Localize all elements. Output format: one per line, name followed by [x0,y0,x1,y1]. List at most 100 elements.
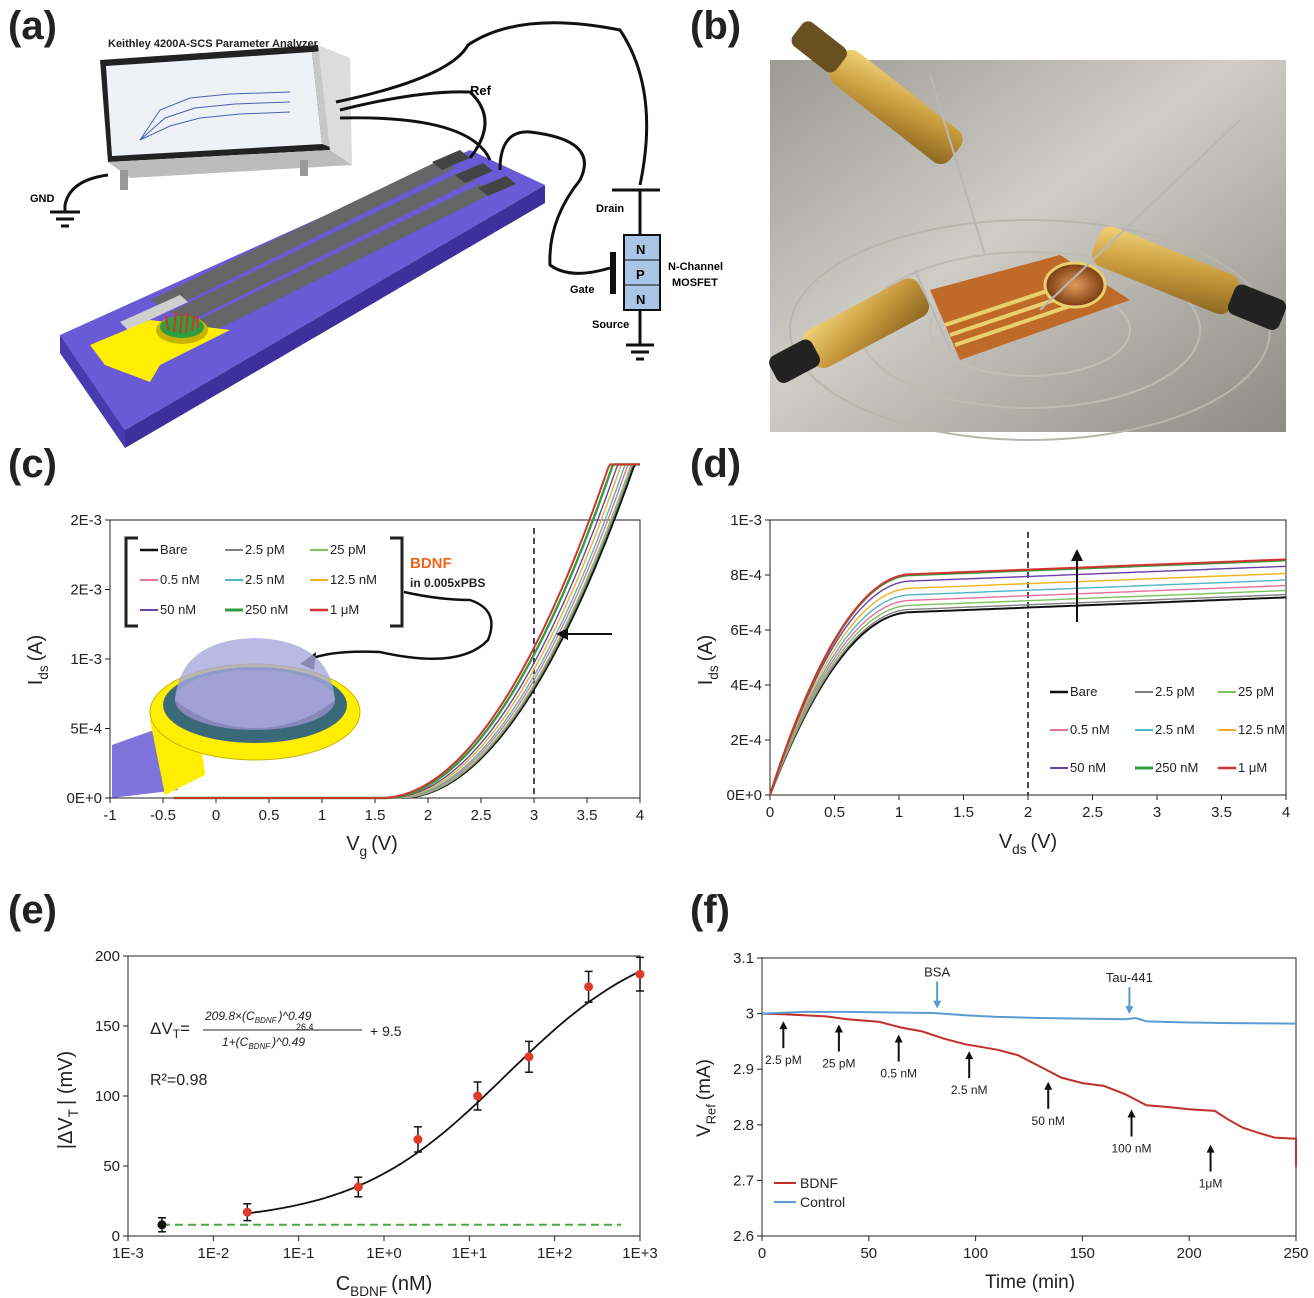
panel-f-label: (f) [690,888,730,932]
chart-e-data-point [413,1134,423,1144]
chart-e-eq-lhs-sub: T [173,1027,181,1041]
chart-d-series-line [769,584,1287,796]
chart-f-annot-arrow-head [834,1024,843,1033]
chart-c-legend-label: Bare [160,542,187,557]
chart-f-ylabel-base: V [694,1124,715,1137]
chart-c-legend-bracket-right [390,536,404,628]
chart-d-legend-label: 2.5 pM [1155,684,1195,699]
chart-c-legend-label: 12.5 nM [330,572,377,587]
chart-f-annot-label: BSA [924,965,950,980]
chart-e-xtick-label: 1E-2 [197,1245,229,1262]
chart-d-series-line [769,589,1287,796]
chart-c-ylabel-sub: ds [36,665,51,680]
chart-c-ytick-label: 1E-3 [70,651,102,668]
chart-f-annot-label: 25 pM [822,1056,855,1070]
chart-f-xtick-label: 50 [860,1245,877,1262]
chart-e-xlabel: CBDNF (nM) [336,1273,433,1298]
panel-d-label: (d) [690,442,742,486]
chart-c-xtick-label: 1.5 [365,807,386,824]
chart-f-series-line [761,1012,1297,1167]
chart-f-annot-label: 2.5 pM [765,1053,802,1067]
chart-d-xlabel-unit: (V) [1031,831,1058,853]
chart-e-eq-den-sub: BDNF [248,1042,271,1051]
chart-c-curved-arrow [307,590,493,662]
svg-text:209.8×(CBDNF)^0.49: 209.8×(CBDNF)^0.49 [204,1009,312,1025]
chart-d-ytick-label: 8E-4 [730,567,762,584]
chart-f-ytick-label: 2.6 [733,1228,754,1245]
chart-f-xtick-label: 250 [1283,1245,1308,1262]
svg-text:Vds(V): Vds (V) [999,831,1057,857]
chart-c-ytick-label: 0E+0 [67,790,102,807]
chart-c-xlabel-sub: g [360,844,368,859]
chart-c-series-line [173,463,640,799]
chart-c-legend-bracket-left [124,536,138,628]
svg-text:CBDNF(nM): CBDNF (nM) [336,1273,433,1298]
chart-c-legend-label: 2.5 pM [245,542,285,557]
chart-f-ytick-label: 2.7 [733,1172,754,1189]
chart-e-eq-tail: + 9.5 [370,1023,402,1039]
chart-f-ytick-label: 2.9 [733,1061,754,1078]
chart-e-data-point [524,1052,534,1062]
chart-d-series-line [769,572,1287,796]
chart-c-ytick-label: 2E-3 [70,512,102,529]
chart-d-ytick-label: 1E-3 [730,512,762,529]
chart-c-bdnf-label: BDNF [410,555,452,572]
chart-d-xtick-label: 0 [766,804,774,821]
chart-d-legend-label: 1 μM [1238,760,1267,775]
chart-e-ylabel-base: |ΔV [55,1117,77,1150]
chart-d-series-line [769,596,1287,796]
chart-d-xtick-label: 2 [1024,804,1032,821]
chart-f-annot-arrow-head [779,1021,788,1030]
chart-c-xtick-label: 2.5 [471,807,492,824]
chart-e-eq-den: 1+(C [222,1035,249,1049]
chart-e-data-point [157,1220,167,1230]
chart-e-xlabel-base: C [336,1273,350,1295]
chart-e-equation: ΔVT=209.8×(CBDNF)^0.4926.41+(CBDNF)^0.49… [150,1009,402,1051]
chart-c-legend-label: 1 μM [330,602,359,617]
chart-d-xtick-label: 1 [895,804,903,821]
chart-f-legend-label: BDNF [800,1175,838,1191]
chart-c-electrode-illustration [112,638,361,798]
chart-f-annot-arrow-head [1127,1109,1136,1118]
chart-d-ytick-label: 0E+0 [727,787,762,804]
chart-f-legend-label: Control [800,1194,845,1210]
chart-f-annot-label: Tau-441 [1106,970,1153,985]
chart-d-ytick-label: 6E-4 [730,622,762,639]
chart-c-legend-label: 250 nM [245,602,288,617]
chart-f-xtick-label: 100 [963,1245,988,1262]
chart-c-xtick-label: 0 [212,807,220,824]
chart-c-legend-label: 2.5 nM [245,572,285,587]
chart-f-annot-arrow-head [1044,1081,1053,1090]
chart-d-arrow-head [1071,549,1083,561]
chart-c-xtick-label: -0.5 [150,807,176,824]
chart-d-xtick-label: 4 [1282,804,1290,821]
chart-e-data-point [584,982,594,992]
chart-d-legend-label: 12.5 nM [1238,722,1285,737]
chart-d-legend-label: Bare [1070,684,1097,699]
chart-f-series-line [761,1010,1297,1025]
chart-e-xtick-label: 1E+1 [452,1245,487,1262]
chart-e-ytick-label: 50 [103,1158,120,1175]
chart-f-ylabel: VRef (mA) [694,1059,719,1137]
chart-e-ytick-label: 0 [112,1228,120,1245]
chart-e-xtick-label: 1E-1 [283,1245,315,1262]
chart-f-ytick-label: 2.8 [733,1117,754,1134]
chart-f-annot-arrow-head [1206,1144,1215,1153]
chart-c-droplet [175,638,335,728]
chart-e-ylabel-sub: T [66,1109,81,1117]
chart-e-eq-den-exp: )^0.49 [270,1035,305,1049]
svg-text:ΔVT=: ΔVT= [150,1019,190,1041]
chart-e-data-point [473,1091,483,1101]
chart-d-xtick-label: 0.5 [824,804,845,821]
chart-d-xtick-label: 3 [1153,804,1161,821]
chart-e-xtick-label: 1E+0 [366,1245,401,1262]
chart-c-xlabel-base: V [346,833,360,855]
svg-text:1+(CBDNF)^0.49: 1+(CBDNF)^0.49 [222,1035,305,1051]
chart-e-ytick-label: 200 [95,948,120,965]
chart-e-xtick-label: 1E+2 [537,1245,572,1262]
chart-e-xtick-label: 1E+3 [622,1245,657,1262]
chart-d-legend-label: 2.5 nM [1155,722,1195,737]
chart-e-fit-curve [247,970,641,1215]
